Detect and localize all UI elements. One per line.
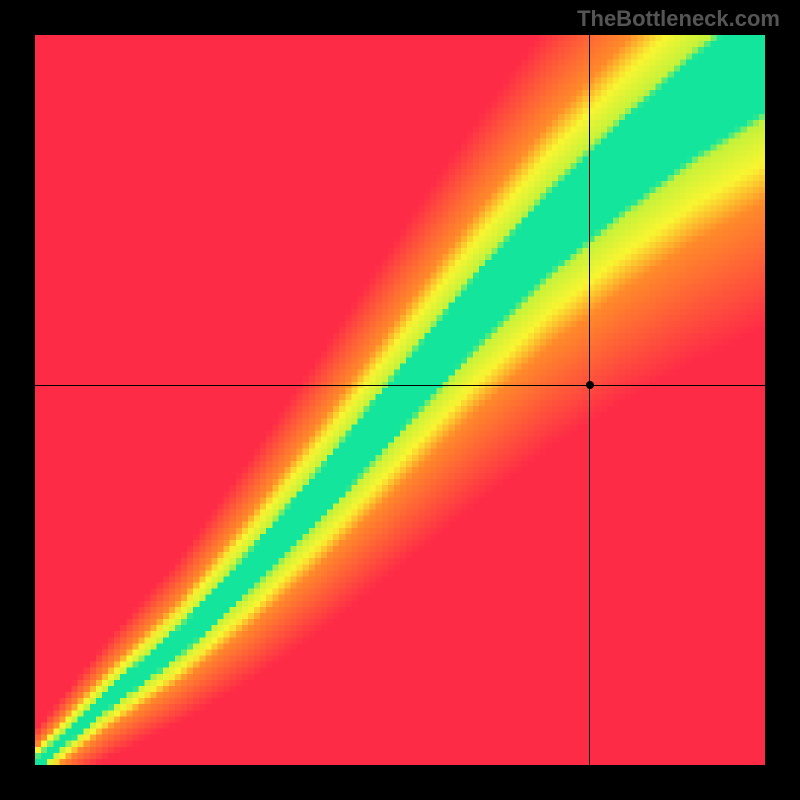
- plot-area: [35, 35, 765, 765]
- bottleneck-heatmap: [35, 35, 765, 765]
- watermark-text: TheBottleneck.com: [577, 6, 780, 32]
- crosshair-vertical-line: [589, 35, 590, 765]
- crosshair-horizontal-line: [35, 385, 765, 386]
- crosshair-point: [586, 381, 594, 389]
